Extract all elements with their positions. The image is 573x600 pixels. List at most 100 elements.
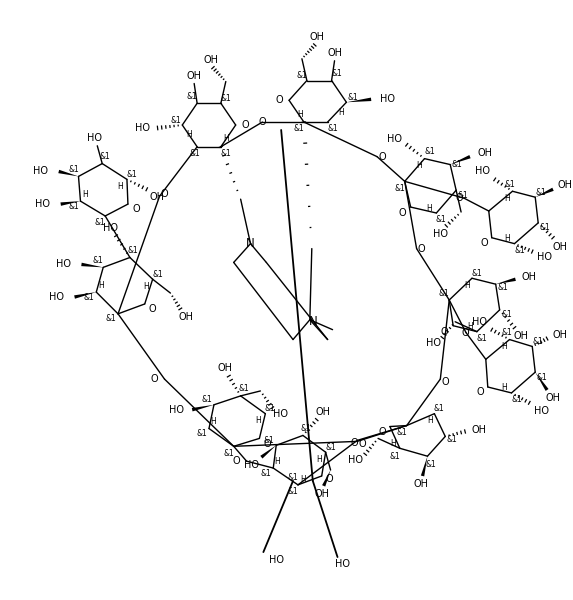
Text: HO: HO <box>36 199 50 209</box>
Text: &1: &1 <box>540 223 551 232</box>
Text: H: H <box>505 234 511 243</box>
Text: O: O <box>461 328 469 338</box>
Text: HO: HO <box>537 253 552 262</box>
Text: HO: HO <box>269 555 284 565</box>
Text: &1: &1 <box>106 314 116 323</box>
Text: &1: &1 <box>202 395 213 404</box>
Text: OH: OH <box>149 192 164 202</box>
Text: O: O <box>276 95 283 106</box>
Text: O: O <box>399 208 407 218</box>
Text: O: O <box>441 326 448 337</box>
Text: &1: &1 <box>84 293 95 302</box>
Text: &1: &1 <box>297 71 307 80</box>
Text: O: O <box>378 152 386 161</box>
Text: HO: HO <box>87 133 102 143</box>
Text: &1: &1 <box>95 218 105 227</box>
Text: H: H <box>117 182 123 191</box>
Text: O: O <box>359 439 366 449</box>
Text: H: H <box>300 475 306 484</box>
Text: H: H <box>426 203 432 212</box>
Text: &1: &1 <box>501 310 512 319</box>
Text: H: H <box>390 439 396 448</box>
Text: H: H <box>99 281 104 290</box>
Text: &1: &1 <box>152 270 163 279</box>
Text: &1: &1 <box>514 246 525 255</box>
Text: H: H <box>417 161 422 170</box>
Polygon shape <box>496 278 516 284</box>
Polygon shape <box>260 445 276 458</box>
Polygon shape <box>421 456 427 476</box>
Text: &1: &1 <box>424 147 435 156</box>
Text: O: O <box>441 377 449 387</box>
Text: H: H <box>427 416 433 425</box>
Text: H: H <box>297 110 303 119</box>
Text: H: H <box>502 383 508 392</box>
Text: &1: &1 <box>197 429 207 438</box>
Text: OH: OH <box>558 181 572 190</box>
Text: HO: HO <box>33 166 49 176</box>
Text: &1: &1 <box>221 149 231 158</box>
Text: O: O <box>160 189 168 199</box>
Text: HO: HO <box>244 460 259 470</box>
Text: &1: &1 <box>288 473 299 482</box>
Text: &1: &1 <box>477 334 487 343</box>
Text: &1: &1 <box>100 152 111 161</box>
Polygon shape <box>74 292 96 299</box>
Text: &1: &1 <box>190 149 201 158</box>
Text: HO: HO <box>533 406 549 416</box>
Text: H: H <box>316 455 321 464</box>
Text: &1: &1 <box>68 165 79 174</box>
Text: OH: OH <box>217 363 232 373</box>
Text: H: H <box>256 416 261 425</box>
Text: &1: &1 <box>261 469 272 478</box>
Polygon shape <box>450 155 470 164</box>
Text: &1: &1 <box>331 69 342 78</box>
Text: O: O <box>258 117 266 127</box>
Text: O: O <box>326 474 333 484</box>
Polygon shape <box>535 188 554 197</box>
Text: H: H <box>505 194 511 203</box>
Text: HO: HO <box>433 229 448 239</box>
Text: HO: HO <box>135 123 150 133</box>
Polygon shape <box>81 263 103 268</box>
Text: O: O <box>378 427 386 437</box>
Text: O: O <box>476 387 484 397</box>
Text: &1: &1 <box>537 373 548 382</box>
Text: O: O <box>242 120 249 130</box>
Text: O: O <box>149 304 156 314</box>
Text: &1: &1 <box>127 170 138 179</box>
Text: &1: &1 <box>221 94 231 103</box>
Text: &1: &1 <box>439 289 450 298</box>
Text: OH: OH <box>545 393 560 403</box>
Text: &1: &1 <box>325 443 336 452</box>
Text: &1: &1 <box>264 436 274 445</box>
Text: &1: &1 <box>93 256 104 265</box>
Text: &1: &1 <box>501 328 512 337</box>
Polygon shape <box>347 98 371 102</box>
Text: H: H <box>210 417 216 426</box>
Text: HO: HO <box>335 559 350 569</box>
Text: &1: &1 <box>238 385 249 394</box>
Text: HO: HO <box>56 259 71 269</box>
Text: &1: &1 <box>434 404 445 413</box>
Text: &1: &1 <box>447 435 458 444</box>
Text: &1: &1 <box>511 395 522 404</box>
Text: OH: OH <box>309 32 324 42</box>
Text: HO: HO <box>103 223 117 233</box>
Polygon shape <box>322 470 331 487</box>
Text: N: N <box>246 237 255 250</box>
Text: H: H <box>83 190 88 199</box>
Text: OH: OH <box>522 272 537 282</box>
Text: &1: &1 <box>300 424 311 433</box>
Text: OH: OH <box>552 242 567 251</box>
Text: HO: HO <box>472 317 488 327</box>
Text: &1: &1 <box>170 116 180 125</box>
Polygon shape <box>535 372 548 391</box>
Text: OH: OH <box>314 489 329 499</box>
Text: &1: &1 <box>128 246 138 255</box>
Text: H: H <box>143 281 148 290</box>
Text: N: N <box>308 315 317 328</box>
Text: HO: HO <box>380 94 395 104</box>
Text: &1: &1 <box>187 92 198 101</box>
Text: OH: OH <box>413 479 428 489</box>
